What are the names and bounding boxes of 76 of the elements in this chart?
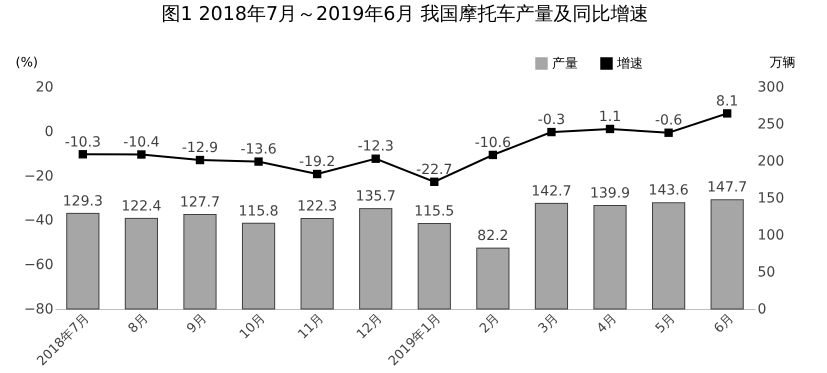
bar — [710, 199, 744, 310]
data-label: 135.7 — [356, 188, 396, 205]
data-label: 1.1 — [598, 108, 622, 125]
data-label: -13.6 — [240, 142, 277, 158]
legend-label: 产量 — [552, 56, 578, 72]
y2-tick-label: 50 — [758, 264, 776, 280]
point — [78, 150, 88, 158]
x-tick-label: 3月 — [536, 310, 562, 336]
bar — [359, 208, 392, 310]
bar — [242, 222, 276, 310]
data-label: 142.7 — [531, 183, 572, 200]
point — [547, 128, 556, 136]
data-label: 115.5 — [414, 204, 454, 220]
point — [254, 157, 263, 166]
data-label: 115.8 — [238, 203, 279, 220]
x-tick-label: 11月 — [296, 310, 328, 342]
data-label: 8.1 — [716, 93, 738, 110]
x-tick-label: 5月 — [652, 310, 678, 336]
chart-title: 图1 2018年7月～2019年6月 我国摩托车产量及同比增速 — [161, 3, 649, 25]
data-label: 127.7 — [180, 194, 220, 210]
data-label: 122.4 — [121, 198, 162, 214]
point — [722, 109, 732, 118]
data-label: 139.9 — [590, 185, 630, 202]
data-label: -10.6 — [474, 134, 512, 151]
x-tick-label: 2月 — [477, 310, 503, 336]
y2-axis-title: 万辆 — [770, 56, 796, 70]
bar — [476, 248, 510, 310]
data-label: -10.3 — [64, 134, 101, 150]
bar — [124, 218, 158, 310]
y-tick-label: 20 — [36, 80, 54, 96]
x-tick-label: 4月 — [594, 310, 620, 336]
y-tick-label: −80 — [24, 302, 54, 318]
y-tick-label: −20 — [24, 168, 54, 184]
bar — [418, 223, 451, 310]
data-label: -0.3 — [538, 112, 566, 128]
data-label: -10.4 — [123, 134, 160, 150]
data-label: 122.3 — [297, 198, 338, 214]
bar — [183, 214, 217, 310]
data-label: 143.6 — [648, 182, 689, 199]
bar — [66, 212, 100, 310]
bar — [593, 204, 627, 310]
point — [488, 150, 498, 160]
point — [372, 154, 380, 163]
x-tick-label: 10月 — [236, 310, 268, 342]
data-label: 82.2 — [477, 228, 508, 244]
bar — [300, 218, 334, 310]
point — [137, 150, 146, 159]
point — [312, 170, 322, 178]
x-tick-label: 9月 — [184, 310, 210, 336]
y-tick-label: −60 — [24, 257, 54, 274]
y2-tick-label: 100 — [758, 228, 784, 244]
data-label: -0.6 — [654, 112, 682, 129]
point — [196, 156, 204, 164]
bar — [652, 202, 686, 310]
point — [664, 128, 673, 137]
y-tick-label: 0 — [44, 124, 54, 140]
data-label: -12.3 — [358, 138, 394, 155]
y2-tick-label: 0 — [758, 302, 766, 318]
y-tick-label: −40 — [24, 212, 54, 229]
y-axis-title: (%) — [16, 56, 38, 70]
data-label: -12.9 — [182, 140, 218, 156]
point — [606, 124, 614, 134]
legend-label: 增速 — [616, 56, 643, 72]
y2-tick-label: 300 — [758, 80, 784, 96]
y2-tick-label: 150 — [758, 190, 784, 206]
x-tick-label: 12月 — [354, 310, 386, 342]
data-label: -22.7 — [416, 162, 452, 178]
y2-tick-label: 250 — [758, 116, 784, 132]
data-label: -19.2 — [299, 154, 336, 170]
x-tick-label: 6月 — [711, 310, 738, 336]
y2-tick-label: 200 — [758, 154, 784, 170]
data-label: 129.3 — [62, 193, 103, 210]
point — [430, 178, 438, 186]
x-tick-label: 8月 — [126, 310, 152, 336]
data-label: 147.7 — [707, 180, 748, 196]
bar — [534, 202, 568, 310]
